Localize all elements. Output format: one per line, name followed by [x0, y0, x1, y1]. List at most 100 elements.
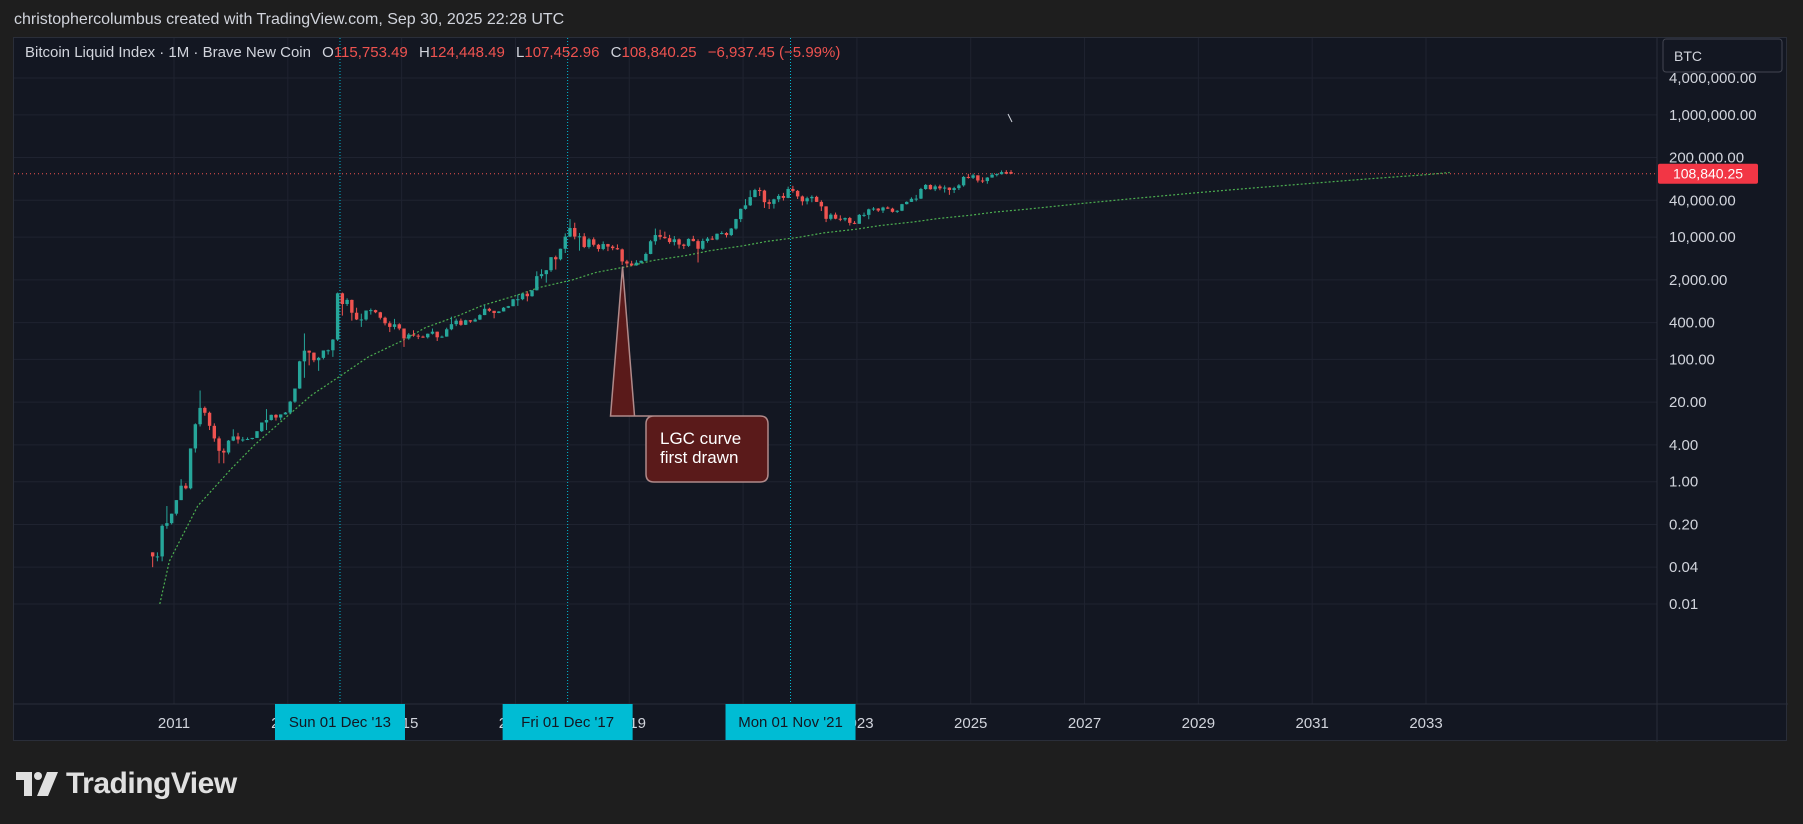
candle-body — [748, 197, 752, 206]
cursor-mark — [1007, 113, 1013, 123]
candle-body — [307, 350, 311, 353]
candle-body — [198, 407, 202, 425]
tradingview-footer: TradingView — [16, 764, 237, 804]
candle-body — [165, 523, 169, 526]
candle-body — [444, 329, 449, 337]
candle-body — [402, 328, 406, 339]
candle-body — [388, 323, 392, 327]
candle-body — [430, 331, 435, 334]
candle-body — [459, 320, 463, 325]
price-tick-label: 0.04 — [1669, 559, 1698, 576]
candle-body — [573, 227, 577, 237]
candle-body — [843, 218, 847, 220]
candle-body — [539, 274, 544, 277]
candle-body — [426, 333, 430, 338]
candle-body — [952, 188, 956, 190]
candle-body — [302, 350, 307, 362]
candle-body — [795, 190, 800, 197]
candle-body — [867, 209, 871, 215]
candle-body — [639, 260, 643, 263]
annotation-line-2: first drawn — [660, 448, 738, 467]
candle-body — [312, 352, 316, 361]
candle-body — [293, 388, 297, 402]
candle-body — [791, 188, 795, 191]
price-tick-label: 4,000,000.00 — [1669, 70, 1757, 87]
annotation-line-1: LGC curve — [660, 429, 741, 448]
attribution-header: christophercolumbus created with Trading… — [14, 11, 565, 28]
symbol-box[interactable] — [1662, 38, 1783, 73]
candle-body — [383, 317, 387, 324]
candle-body — [345, 299, 349, 305]
candle-body — [961, 176, 966, 186]
candle-body — [786, 188, 790, 198]
legend: Bitcoin Liquid Index · 1M · Brave New Co… — [25, 44, 840, 61]
legend-high-label: H — [419, 44, 430, 61]
candle-body — [767, 202, 771, 204]
candle-body — [454, 320, 458, 325]
candle-body — [762, 190, 767, 203]
candle-body — [971, 175, 975, 178]
candle-body — [976, 175, 980, 181]
candle-body — [938, 186, 942, 189]
grid-lines — [14, 38, 1657, 704]
candle-body — [800, 196, 805, 202]
candle-body — [160, 525, 164, 557]
candle-body — [610, 246, 615, 249]
price-chart[interactable]: Bitcoin Liquid Index · 1M · Brave New Co… — [14, 38, 1788, 742]
candle-body — [947, 187, 952, 190]
candle-body — [359, 319, 364, 321]
candle-body — [648, 241, 653, 254]
tradingview-logo-icon — [16, 772, 58, 796]
price-tick-label: 1,000,000.00 — [1669, 107, 1757, 124]
candle-body — [686, 238, 691, 246]
price-axis: 4,000,000.00 1,000,000.00 200,000.00 40,000… — [1669, 70, 1757, 613]
price-tick-label: 400.00 — [1669, 315, 1715, 332]
candle-body — [397, 324, 401, 329]
candle-body — [207, 412, 212, 426]
candle-body — [373, 310, 378, 313]
candle-body — [724, 233, 729, 236]
candle-body — [985, 177, 990, 182]
marker-date-label: Mon 01 Nov '21 — [738, 714, 843, 731]
candle-body — [326, 350, 330, 352]
candle-body — [900, 204, 904, 211]
price-tick-label: 100.00 — [1669, 351, 1715, 368]
time-tick-label: 2029 — [1182, 715, 1215, 732]
candle-body — [435, 331, 439, 338]
candle-body — [463, 320, 468, 325]
candle-body — [274, 414, 278, 418]
legend-low: 107,452.96 — [524, 44, 599, 61]
marker-label-bg — [274, 704, 405, 740]
candle-body — [482, 308, 487, 316]
candle-body — [331, 339, 335, 351]
candle-body — [601, 244, 605, 249]
candle-body — [222, 450, 226, 453]
candle-body — [715, 233, 719, 240]
candle-body — [449, 324, 454, 330]
candle-body — [696, 241, 700, 249]
candle-body — [203, 407, 207, 413]
candle-body — [990, 174, 994, 178]
candle-body — [544, 270, 548, 275]
candle-body — [369, 310, 373, 312]
price-tick-label: 1.00 — [1669, 474, 1698, 491]
candle-body — [1004, 172, 1008, 174]
price-tick-label: 0.20 — [1669, 516, 1698, 533]
candle-body — [563, 236, 567, 249]
candle-body — [914, 198, 918, 200]
legend-open-label: O — [322, 44, 334, 61]
chart-panel[interactable]: Bitcoin Liquid Index · 1M · Brave New Co… — [13, 37, 1788, 742]
candle-body — [554, 257, 558, 260]
time-tick-label: 2031 — [1295, 715, 1328, 732]
candle-body — [810, 196, 814, 199]
candle-body — [577, 236, 582, 238]
candle-body — [833, 214, 838, 219]
candle-body — [653, 235, 658, 242]
candle-body — [364, 310, 368, 320]
candle-body — [691, 238, 695, 242]
lgc-annotation-callout[interactable]: LGC curve first drawn — [609, 266, 769, 483]
vertical-marker-lines — [339, 38, 792, 704]
candle-body — [824, 206, 828, 219]
candles — [150, 170, 1013, 568]
candle-body — [283, 412, 288, 415]
